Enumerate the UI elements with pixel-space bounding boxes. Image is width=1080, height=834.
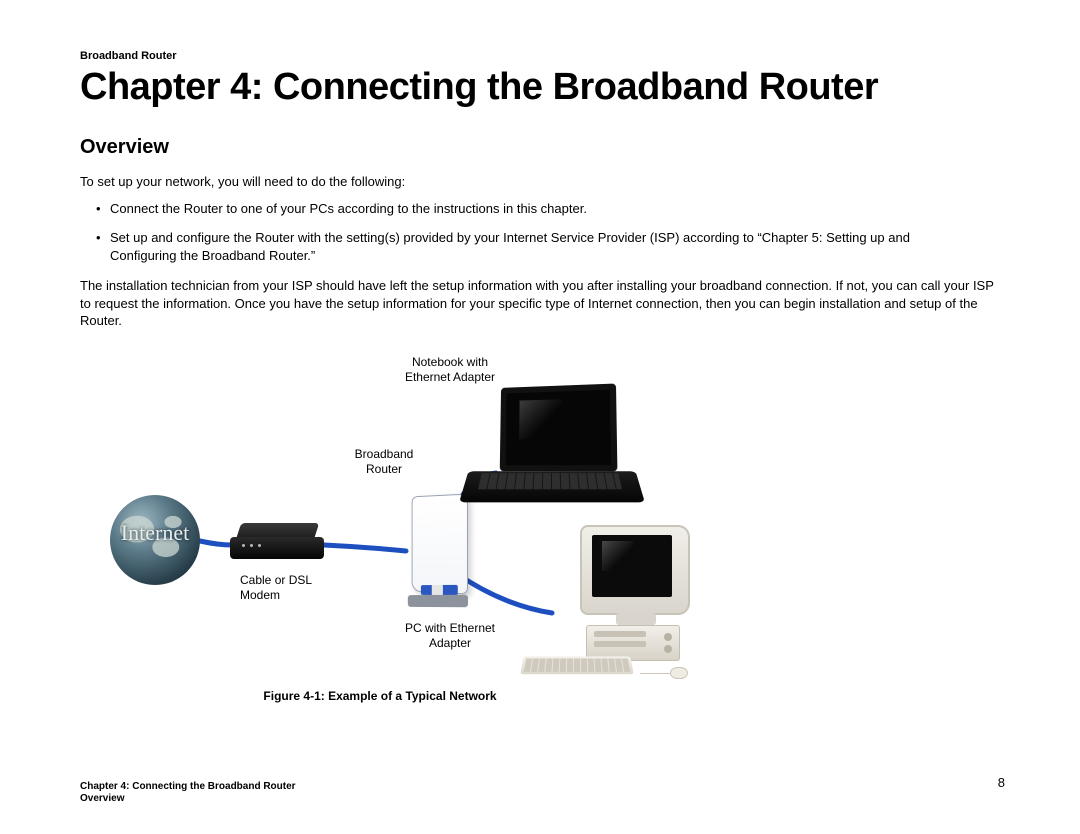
followup-paragraph: The installation technician from your IS… — [80, 277, 1000, 330]
desktop-pc-icon — [520, 525, 720, 685]
product-header: Broadband Router — [80, 50, 1005, 62]
setup-steps-list: Connect the Router to one of your PCs ac… — [80, 200, 980, 265]
internet-label: Internet — [100, 520, 210, 546]
page-footer: Chapter 4: Connecting the Broadband Rout… — [80, 781, 1005, 804]
pc-label: PC with EthernetAdapter — [390, 621, 510, 651]
footer-section: Overview — [80, 793, 1005, 804]
network-diagram: Internet Notebook withEthernet Adapter B… — [100, 355, 660, 685]
modem-icon — [230, 523, 325, 563]
list-item: Set up and configure the Router with the… — [98, 229, 980, 265]
footer-chapter: Chapter 4: Connecting the Broadband Rout… — [80, 781, 1005, 792]
chapter-title: Chapter 4: Connecting the Broadband Rout… — [80, 68, 1005, 108]
intro-paragraph: To set up your network, you will need to… — [80, 173, 1000, 191]
list-item: Connect the Router to one of your PCs ac… — [98, 200, 980, 218]
section-heading: Overview — [80, 136, 1005, 159]
page-number: 8 — [998, 775, 1005, 790]
notebook-label: Notebook withEthernet Adapter — [390, 355, 510, 385]
router-label: BroadbandRouter — [344, 447, 424, 477]
modem-label: Cable or DSLModem — [240, 573, 330, 603]
laptop-icon — [460, 385, 640, 525]
figure-caption: Figure 4-1: Example of a Typical Network — [100, 689, 660, 703]
